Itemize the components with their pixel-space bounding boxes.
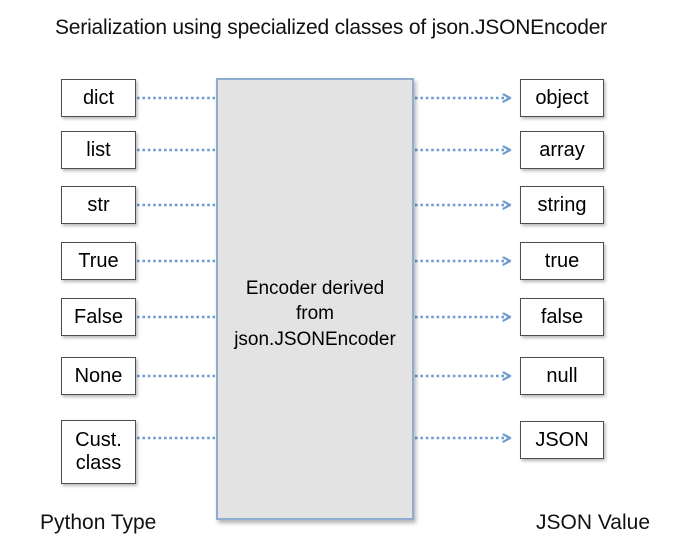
python-type-box-true: True (61, 242, 136, 280)
python-type-box-custom-class: Cust. class (61, 420, 136, 484)
python-type-box-str: str (61, 186, 136, 224)
json-value-box-array: array (520, 131, 604, 169)
python-type-box-false: False (61, 298, 136, 336)
json-value-box-object: object (520, 79, 604, 117)
json-value-box-string: string (520, 186, 604, 224)
json-value-box-true: true (520, 242, 604, 280)
python-type-box-none: None (61, 357, 136, 395)
json-value-column-label: JSON Value (536, 511, 650, 534)
diagram-title: Serialization using specialized classes … (55, 16, 607, 39)
python-type-box-list: list (61, 131, 136, 169)
python-type-box-dict: dict (61, 79, 136, 117)
json-value-box-false: false (520, 298, 604, 336)
encoder-box: Encoder derived from json.JSONEncoder (216, 78, 414, 520)
json-value-box-json: JSON (520, 421, 604, 459)
json-value-box-null: null (520, 357, 604, 395)
encoder-box-label: Encoder derived from json.JSONEncoder (234, 277, 396, 350)
python-type-column-label: Python Type (40, 511, 157, 534)
